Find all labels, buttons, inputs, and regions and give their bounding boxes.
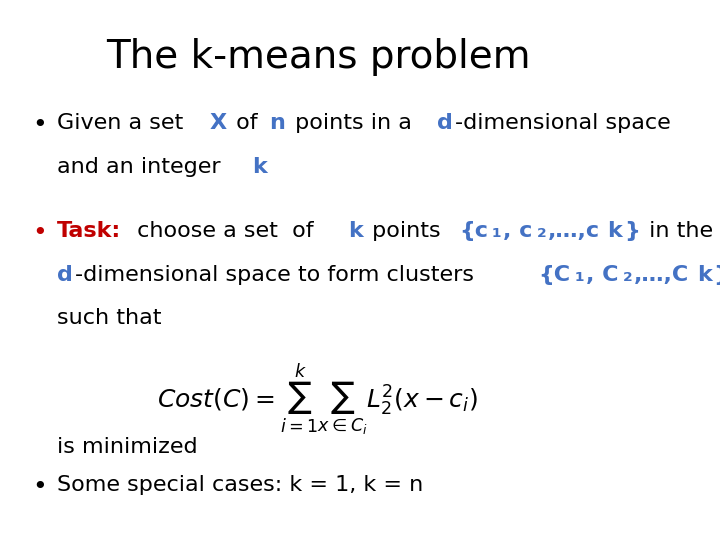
- Text: {c: {c: [459, 221, 488, 241]
- Text: , C: , C: [586, 265, 618, 285]
- Text: , c: , c: [503, 221, 532, 241]
- Text: k: k: [252, 157, 266, 177]
- Text: k: k: [697, 265, 711, 285]
- Text: •: •: [32, 113, 47, 137]
- Text: points: points: [364, 221, 447, 241]
- Text: choose a set  of: choose a set of: [130, 221, 321, 241]
- Text: ,…,c: ,…,c: [548, 221, 600, 241]
- Text: $\mathit{Cost}(C) = \sum_{i=1}^{k} \sum_{x \in C_i} L_2^2\left(x - c_i\right)$: $\mathit{Cost}(C) = \sum_{i=1}^{k} \sum_…: [158, 362, 478, 438]
- Text: ,…,C: ,…,C: [634, 265, 689, 285]
- Text: }: }: [624, 221, 639, 241]
- Text: d: d: [437, 113, 453, 133]
- Text: in the: in the: [642, 221, 713, 241]
- Text: n: n: [269, 113, 285, 133]
- Text: X: X: [210, 113, 226, 133]
- Text: {C: {C: [538, 265, 570, 285]
- Text: d: d: [57, 265, 73, 285]
- Text: •: •: [32, 221, 47, 245]
- Text: ₂: ₂: [536, 221, 546, 241]
- Text: •: •: [32, 475, 47, 499]
- Text: k: k: [348, 221, 362, 241]
- Text: Given a set: Given a set: [57, 113, 191, 133]
- Text: -dimensional space to form clusters: -dimensional space to form clusters: [76, 265, 482, 285]
- Text: -dimensional space: -dimensional space: [455, 113, 670, 133]
- Text: is minimized: is minimized: [57, 437, 198, 457]
- Text: k: k: [607, 221, 622, 241]
- Text: such that: such that: [57, 308, 162, 328]
- Text: The k-means problem: The k-means problem: [106, 38, 530, 76]
- Text: }: }: [714, 265, 720, 285]
- Text: and an integer: and an integer: [57, 157, 228, 177]
- Text: ₂: ₂: [623, 265, 633, 285]
- Text: of: of: [229, 113, 264, 133]
- Text: Task:: Task:: [57, 221, 122, 241]
- Text: points in a: points in a: [287, 113, 418, 133]
- Text: ₁: ₁: [492, 221, 502, 241]
- Text: Some special cases: k = 1, k = n: Some special cases: k = 1, k = n: [57, 475, 423, 495]
- Text: ₁: ₁: [575, 265, 585, 285]
